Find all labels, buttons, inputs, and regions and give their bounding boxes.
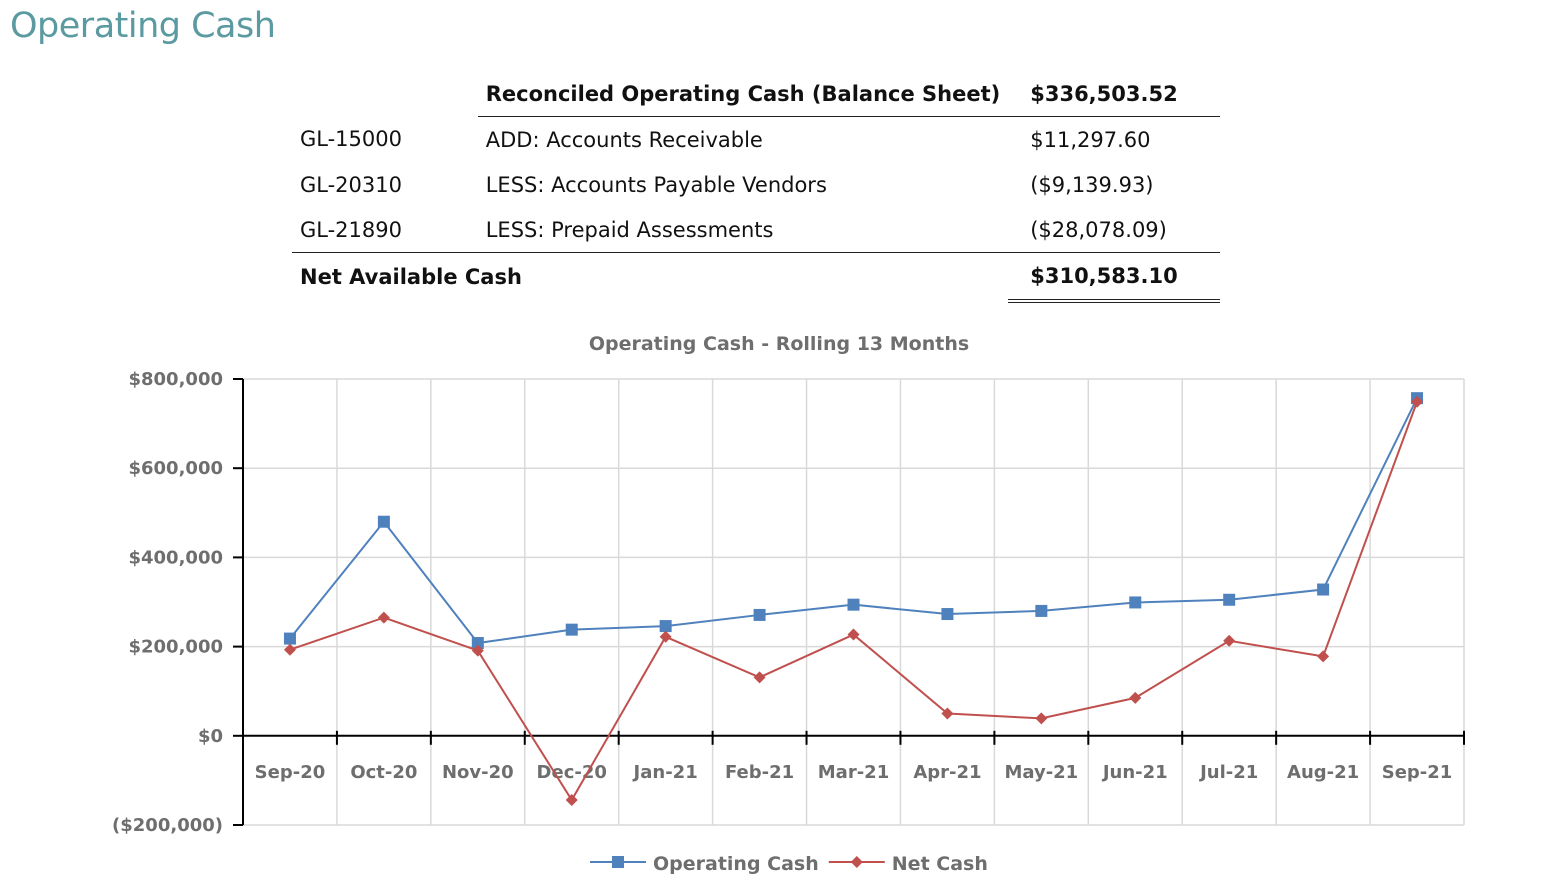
header-label: Reconciled Operating Cash (Balance Sheet… <box>477 72 1009 117</box>
data-point-marker <box>1317 650 1330 663</box>
y-tick-label: $200,000 <box>128 637 223 658</box>
total-amount: $310,583.10 <box>1008 252 1220 303</box>
data-point-marker <box>847 598 860 611</box>
legend-label: Net Cash <box>892 853 988 875</box>
x-tick-label: Feb-21 <box>725 762 794 783</box>
data-point-marker <box>283 632 296 645</box>
x-tick-label: Sep-21 <box>1382 762 1453 783</box>
x-tick-label: Jan-21 <box>632 762 698 783</box>
data-point-marker <box>941 608 954 621</box>
data-point-marker <box>1035 604 1048 617</box>
page-title: Operating Cash <box>10 6 276 46</box>
y-tick-label: $800,000 <box>128 369 223 390</box>
gl-code: GL-21890 <box>292 207 478 253</box>
chart-series <box>283 392 1424 807</box>
y-tick-label: $600,000 <box>128 458 223 479</box>
legend-marker <box>850 856 863 868</box>
x-tick-label: Mar-21 <box>818 762 889 783</box>
gl-code: GL-15000 <box>300 127 402 152</box>
data-point-marker <box>377 611 390 624</box>
table-row: GL-15000 ADD: Accounts Receivable $11,29… <box>292 117 1220 163</box>
gl-code: GL-20310 <box>300 172 402 197</box>
data-point-marker <box>1035 712 1048 725</box>
data-point-marker <box>1317 583 1330 596</box>
data-point-marker <box>1223 593 1236 606</box>
row-amount: ($28,078.09) <box>1008 207 1220 253</box>
data-point-marker <box>659 620 672 633</box>
y-tick-label: ($200,000) <box>112 815 223 836</box>
row-amount: ($9,139.93) <box>1030 172 1154 197</box>
header-amount: $336,503.52 <box>1008 72 1220 117</box>
chart-grid <box>243 378 1465 826</box>
data-point-marker <box>471 644 484 657</box>
chart-title: Operating Cash - Rolling 13 Months <box>589 333 969 355</box>
chart-axes: ($200,000) $0 $200,000 $400,000 $600,000 $800… <box>112 369 1465 836</box>
x-tick-label: Nov-20 <box>442 762 514 783</box>
total-label: Net Available Cash <box>300 265 522 289</box>
data-point-marker <box>847 628 860 641</box>
data-point-marker <box>1411 395 1424 408</box>
chart-legend: Operating Cash Net Cash <box>590 853 988 875</box>
data-point-marker <box>753 671 766 684</box>
data-point-marker <box>377 515 390 528</box>
data-point-marker <box>659 630 672 643</box>
x-tick-label: May-21 <box>1004 762 1078 783</box>
data-point-marker <box>1129 596 1142 609</box>
x-tick-label: Apr-21 <box>913 762 981 783</box>
x-tick-label: Oct-20 <box>350 762 417 783</box>
operating-cash-chart: Operating Cash - Rolling 13 Months ($200… <box>112 333 1465 875</box>
row-amount: $11,297.60 <box>1030 127 1151 152</box>
data-point-marker <box>1129 691 1142 704</box>
y-tick-label: $400,000 <box>128 547 223 568</box>
x-tick-label: Jun-21 <box>1101 762 1168 783</box>
row-description: ADD: Accounts Receivable <box>485 127 763 152</box>
data-point-marker <box>283 643 296 656</box>
x-tick-label: Aug-21 <box>1287 762 1359 783</box>
table-row: GL-20310 LESS: Accounts Payable Vendors … <box>292 162 1220 207</box>
y-tick-label: $0 <box>198 726 223 747</box>
reconciliation-table: Reconciled Operating Cash (Balance Sheet… <box>292 72 1220 303</box>
legend-label: Operating Cash <box>653 853 819 875</box>
data-point-marker <box>565 623 578 636</box>
data-point-marker <box>941 707 954 720</box>
data-point-marker <box>565 794 578 807</box>
x-tick-label: Jul-21 <box>1198 762 1258 783</box>
table-row: GL-21890 LESS: Prepaid Assessments ($28,… <box>292 207 1220 253</box>
header-gl-cell <box>292 72 478 117</box>
data-point-marker <box>471 637 484 650</box>
row-description: LESS: Prepaid Assessments <box>477 207 1009 253</box>
data-point-marker <box>1223 634 1236 647</box>
legend-marker <box>612 856 624 868</box>
row-description: LESS: Accounts Payable Vendors <box>485 172 827 197</box>
x-tick-label: Dec-20 <box>537 762 607 783</box>
reconciliation-header-row: Reconciled Operating Cash (Balance Sheet… <box>292 72 1220 117</box>
data-point-marker <box>753 608 766 621</box>
total-row: Net Available Cash $310,583.10 <box>292 252 1220 303</box>
x-tick-label: Sep-20 <box>255 762 326 783</box>
